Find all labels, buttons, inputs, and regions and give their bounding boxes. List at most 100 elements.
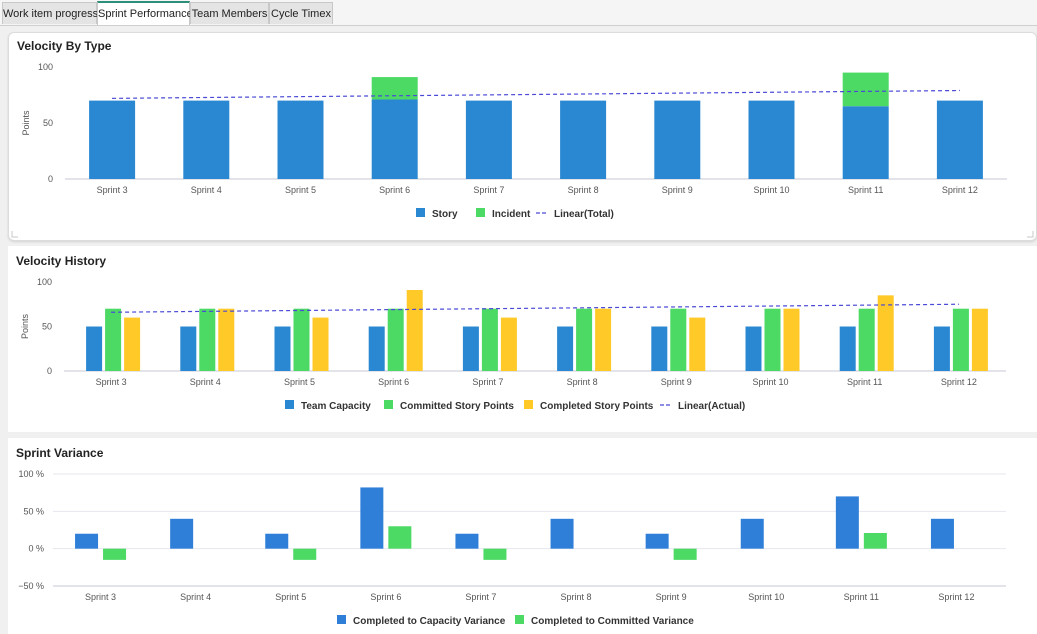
legend-swatch — [285, 400, 294, 409]
x-tick-label: Sprint 5 — [284, 377, 315, 387]
legend-swatch — [524, 400, 533, 409]
y-tick-label: −50 % — [18, 581, 44, 591]
tab-work-item-progress[interactable]: Work item progress — [2, 2, 98, 24]
y-tick-label: 50 — [42, 322, 52, 332]
bar-story — [371, 99, 418, 179]
legend-swatch — [384, 400, 393, 409]
bar-completed-to-committed-variance — [483, 548, 507, 560]
bar-committed-story-points — [293, 308, 310, 371]
y-tick-label: 50 — [43, 118, 53, 128]
bar-completed-to-capacity-variance — [170, 518, 194, 549]
x-tick-label: Sprint 6 — [379, 185, 410, 195]
legend-label: Team Capacity — [301, 401, 371, 412]
legend-swatch — [337, 615, 346, 624]
x-tick-label: Sprint 9 — [656, 592, 687, 602]
y-tick-label: 0 — [47, 366, 52, 376]
bar-completed-to-capacity-variance — [645, 533, 669, 549]
bar-committed-story-points — [481, 308, 498, 371]
tab-cycle-timex[interactable]: Cycle Timex — [269, 2, 333, 24]
velocity-history-panel: Velocity History 0 50 100 Points Sprint 3 Spr… — [8, 246, 1037, 432]
legend-label: Incident — [492, 209, 531, 220]
resize-grip-icon[interactable] — [1026, 230, 1034, 238]
x-tick-label: Sprint 12 — [938, 592, 974, 602]
resize-grip-icon[interactable] — [11, 230, 19, 238]
x-tick-label: Sprint 7 — [472, 377, 503, 387]
bar-completed-to-capacity-variance — [455, 533, 479, 549]
bar-completed-to-committed-variance — [103, 548, 127, 560]
bar-completed-story-points — [124, 317, 141, 371]
legend-label: Linear(Actual) — [678, 401, 745, 412]
legend-label: Completed to Capacity Variance — [353, 616, 506, 627]
bar-completed-story-points — [406, 290, 423, 371]
y-axis-label: Points — [20, 313, 30, 339]
x-tick-label: Sprint 3 — [85, 592, 116, 602]
bar-story — [465, 100, 512, 179]
bar-completed-story-points — [689, 317, 706, 371]
legend-swatch — [416, 208, 425, 217]
velocity-by-type-title: Velocity By Type — [17, 39, 112, 53]
bar-story — [277, 100, 324, 179]
legend-label: Completed to Committed Variance — [531, 616, 694, 627]
x-tick-label: Sprint 7 — [473, 185, 504, 195]
velocity-by-type-chart: 0 50 100 Points Sprint 3 Sprint 4 Sprint 5 Spri… — [21, 62, 1007, 220]
x-tick-label: Sprint 5 — [285, 185, 316, 195]
bar-completed-to-committed-variance — [863, 532, 887, 549]
bar-completed-story-points — [500, 317, 517, 371]
x-tick-label: Sprint 3 — [96, 377, 127, 387]
tab-team-members[interactable]: Team Members — [190, 2, 269, 24]
x-tick-label: Sprint 8 — [568, 185, 599, 195]
bar-completed-to-committed-variance — [673, 548, 697, 560]
bar-story — [654, 100, 701, 179]
bar-team-capacity — [274, 326, 291, 371]
bar-incident — [371, 77, 418, 100]
velocity-history-title: Velocity History — [16, 254, 107, 268]
sprint-variance-panel: Sprint Variance −50 % 0 % 50 % 100 % Sprint … — [8, 438, 1037, 634]
bar-completed-story-points — [971, 308, 988, 371]
y-tick-label: 100 — [38, 62, 53, 72]
bar-team-capacity — [933, 326, 950, 371]
bar-completed-to-committed-variance — [293, 548, 317, 560]
x-tick-label: Sprint 9 — [662, 185, 693, 195]
velocity-history-chart: 0 50 100 Points Sprint 3 Sprint 4 Sprint 5 Spri… — [20, 277, 1006, 412]
x-tick-label: Sprint 4 — [191, 185, 222, 195]
tab-bar: Work item progress Sprint Performance Te… — [0, 0, 1037, 26]
y-tick-label: 100 — [37, 277, 52, 287]
x-tick-label: Sprint 7 — [465, 592, 496, 602]
x-tick-label: Sprint 12 — [941, 377, 977, 387]
bar-completed-to-capacity-variance — [835, 496, 859, 549]
bar-team-capacity — [557, 326, 574, 371]
x-tick-label: Sprint 4 — [180, 592, 211, 602]
bar-completed-story-points — [877, 295, 894, 371]
x-tick-label: Sprint 8 — [561, 592, 592, 602]
y-tick-label: 0 % — [28, 544, 44, 554]
bar-completed-story-points — [783, 308, 800, 371]
tab-sprint-performance[interactable]: Sprint Performance — [97, 1, 193, 25]
x-tick-label: Sprint 11 — [847, 377, 882, 387]
sprint-variance-title: Sprint Variance — [16, 446, 104, 460]
y-tick-label: 0 — [48, 174, 53, 184]
x-tick-label: Sprint 10 — [748, 592, 784, 602]
x-tick-label: Sprint 12 — [942, 185, 978, 195]
legend-swatch — [515, 615, 524, 624]
y-tick-label: 100 % — [18, 469, 44, 479]
bar-committed-story-points — [387, 308, 404, 371]
legend-label: Linear(Total) — [554, 209, 614, 220]
bar-team-capacity — [86, 326, 103, 371]
bar-team-capacity — [180, 326, 197, 371]
bar-completed-to-capacity-variance — [740, 518, 764, 549]
x-tick-label: Sprint 10 — [752, 377, 788, 387]
bar-committed-story-points — [764, 308, 781, 371]
x-tick-label: Sprint 6 — [370, 592, 401, 602]
bar-team-capacity — [651, 326, 668, 371]
bar-committed-story-points — [952, 308, 969, 371]
bar-completed-to-committed-variance — [388, 526, 412, 549]
bar-completed-story-points — [595, 308, 612, 371]
y-tick-label: 50 % — [23, 506, 44, 516]
x-tick-label: Sprint 3 — [97, 185, 128, 195]
bar-completed-to-capacity-variance — [265, 533, 289, 549]
bar-story — [560, 100, 607, 179]
x-tick-label: Sprint 4 — [190, 377, 221, 387]
bar-incident — [842, 72, 889, 107]
bar-committed-story-points — [199, 308, 216, 371]
bar-committed-story-points — [105, 308, 122, 371]
